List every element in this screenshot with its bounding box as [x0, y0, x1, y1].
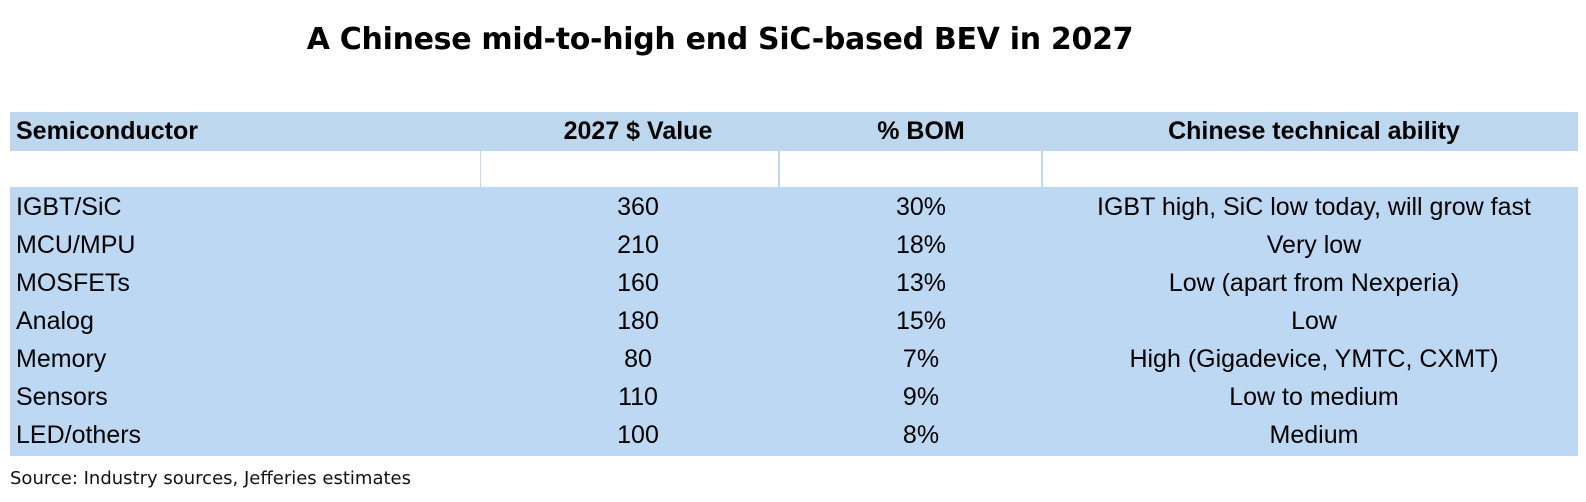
cell-bom: 30% [895, 193, 947, 221]
blank-cell [10, 151, 480, 187]
table-blank-row [10, 150, 1578, 188]
table-row: Memory 80 7% High (Gigadevice, YMTC, CXM… [10, 340, 1578, 378]
page-title: A Chinese mid-to-high end SiC-based BEV … [306, 22, 1134, 57]
table-header-row: Semiconductor 2027 $ Value % BOM Chinese… [10, 112, 1578, 150]
cell-bom: 15% [895, 307, 947, 335]
header-2027-value: 2027 $ Value [563, 117, 713, 145]
cell-value: 180 [617, 307, 659, 335]
cell-semiconductor: Analog [16, 307, 94, 335]
data-table: Semiconductor 2027 $ Value % BOM Chinese… [10, 112, 1578, 456]
table-row: Analog 180 15% Low [10, 302, 1578, 340]
cell-ability: High (Gigadevice, YMTC, CXMT) [1129, 345, 1499, 373]
cell-bom: 8% [902, 421, 940, 449]
table-row: IGBT/SiC 360 30% IGBT high, SiC low toda… [10, 188, 1578, 226]
cell-value: 210 [617, 231, 659, 259]
cell-bom: 13% [895, 269, 947, 297]
blank-cell [780, 151, 1041, 187]
cell-ability: Low [1291, 307, 1337, 335]
header-semiconductor: Semiconductor [16, 117, 198, 145]
cell-ability: Low to medium [1229, 383, 1399, 411]
header-percent-bom: % BOM [877, 117, 965, 145]
cell-ability: Medium [1269, 421, 1359, 449]
cell-semiconductor: MCU/MPU [16, 231, 136, 259]
cell-ability: Low (apart from Nexperia) [1168, 269, 1460, 297]
cell-bom: 7% [902, 345, 940, 373]
cell-semiconductor: LED/others [16, 421, 142, 449]
table-row: MOSFETs 160 13% Low (apart from Nexperia… [10, 264, 1578, 302]
cell-ability: IGBT high, SiC low today, will grow fast [1097, 193, 1531, 221]
cell-value: 80 [624, 345, 652, 373]
cell-bom: 18% [895, 231, 947, 259]
cell-semiconductor: Memory [16, 345, 107, 373]
cell-value: 100 [617, 421, 659, 449]
blank-cell [481, 151, 778, 187]
cell-ability: Very low [1266, 231, 1362, 259]
table-row: MCU/MPU 210 18% Very low [10, 226, 1578, 264]
blank-cell [1043, 151, 1578, 187]
table-row: LED/others 100 8% Medium [10, 416, 1578, 454]
cell-semiconductor: MOSFETs [16, 269, 130, 297]
cell-semiconductor: IGBT/SiC [16, 193, 122, 221]
table-row: Sensors 110 9% Low to medium [10, 378, 1578, 416]
cell-value: 360 [617, 193, 659, 221]
source-note: Source: Industry sources, Jefferies esti… [10, 468, 411, 489]
header-chinese-technical-ability: Chinese technical ability [1168, 117, 1460, 145]
cell-semiconductor: Sensors [16, 383, 108, 411]
cell-value: 160 [617, 269, 659, 297]
cell-value: 110 [618, 383, 658, 411]
cell-bom: 9% [902, 383, 940, 411]
